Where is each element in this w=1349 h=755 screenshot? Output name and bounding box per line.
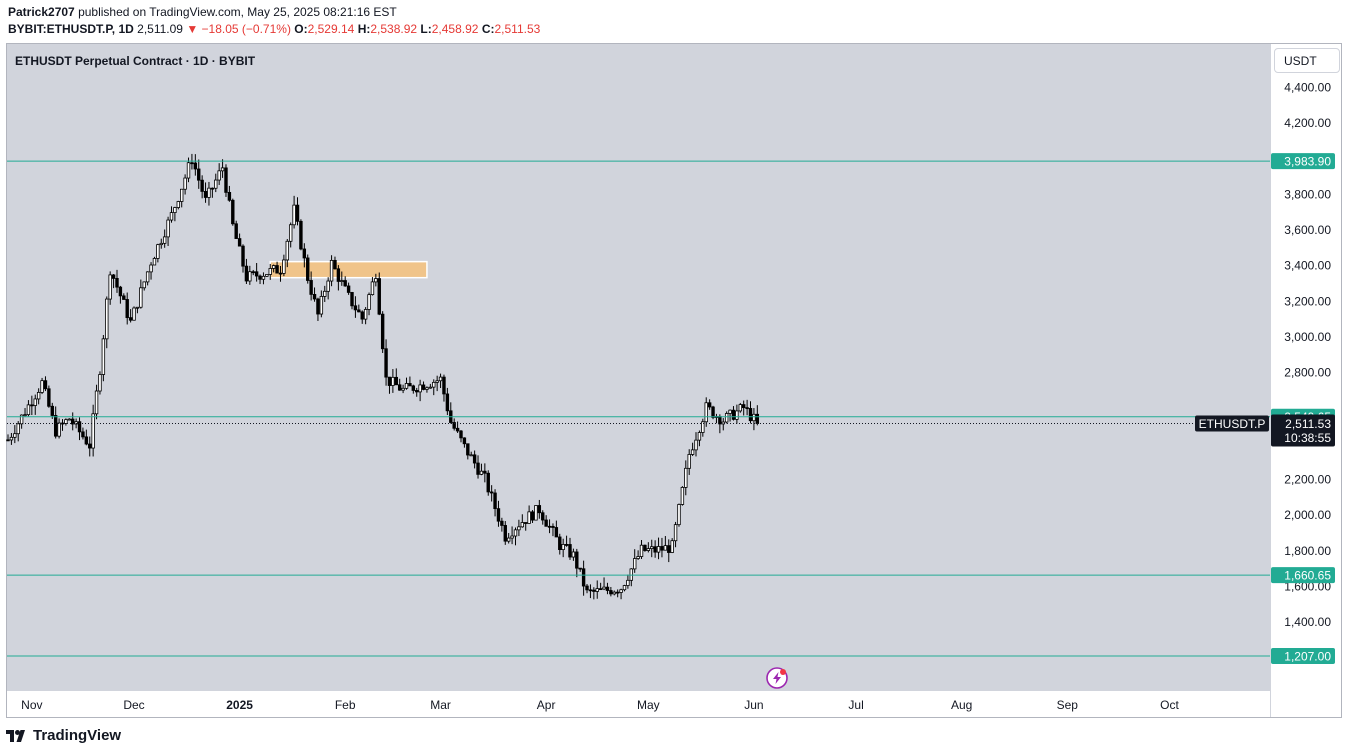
chart-legend-title[interactable]: ETHUSDT Perpetual Contract · 1D · BYBIT — [15, 54, 256, 68]
tradingview-logo-text: TradingView — [33, 727, 122, 744]
symbol-label: BYBIT:ETHUSDT.P, 1D — [8, 22, 134, 36]
publish-header: Patrick2707 published on TradingView.com… — [8, 5, 397, 19]
high-label: H: — [357, 22, 371, 36]
time-axis[interactable] — [7, 690, 1270, 717]
low-label: L: — [420, 22, 432, 36]
tradingview-logo[interactable]: TradingView — [6, 727, 121, 744]
open-value: 2,529.14 — [307, 22, 355, 36]
tradingview-logo-icon — [6, 729, 25, 742]
low-value: 2,458.92 — [431, 22, 479, 36]
ohlc-header: BYBIT:ETHUSDT.P, 1D 2,511.09 ▼ −18.05 (−… — [8, 22, 540, 36]
open-label: O: — [294, 22, 308, 36]
plot-area[interactable] — [7, 44, 1270, 690]
last-price: 2,511.09 — [137, 22, 183, 36]
published-text: published on TradingView.com, May 25, 20… — [78, 5, 397, 19]
close-value: 2,511.53 — [494, 22, 541, 36]
publisher-name[interactable]: Patrick2707 — [8, 5, 75, 19]
currency-button[interactable]: USDT — [1274, 48, 1340, 73]
close-label: C: — [481, 22, 495, 36]
price-change: ▼ −18.05 (−0.71%) — [186, 22, 291, 36]
price-axis[interactable] — [1270, 44, 1341, 717]
high-value: 2,538.92 — [370, 22, 418, 36]
